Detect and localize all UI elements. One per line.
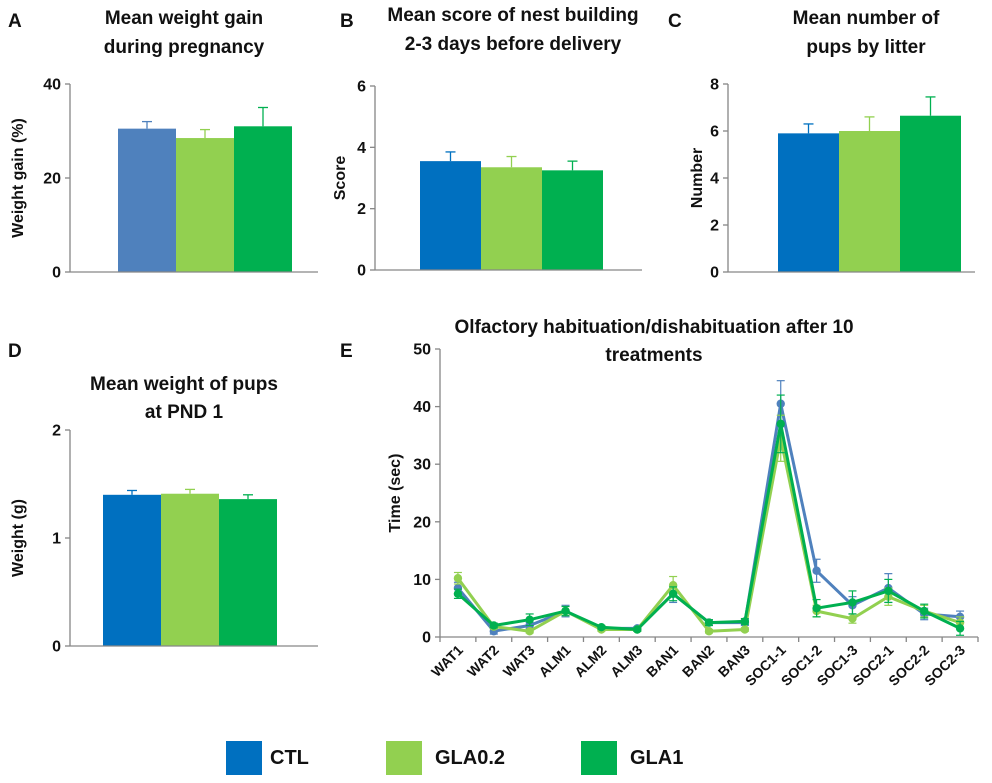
data-point-e-gla1: [884, 586, 893, 596]
panel-letter-c: C: [668, 11, 682, 32]
data-point-e-gla1: [920, 606, 929, 616]
y-tick-label-c: 0: [710, 265, 719, 282]
data-point-e-gla1: [848, 598, 857, 607]
bar-d-ctl: [103, 494, 161, 646]
y-axis-label-c: Number: [689, 148, 706, 208]
y-tick-label-a: 40: [43, 77, 61, 94]
data-point-e-gla1: [740, 617, 750, 626]
data-point-e-gla1: [489, 621, 498, 630]
bar-c-gla02: [839, 131, 900, 272]
chart-title-a-line-1: Mean weight gain: [105, 8, 263, 29]
y-tick-label-e: 20: [413, 514, 431, 531]
x-category-label-e: WAT2: [464, 642, 502, 680]
chart-title-b-line-1: Mean score of nest building: [387, 5, 638, 26]
bar-b-gla1: [542, 170, 603, 270]
x-category-label-e: WAT3: [500, 642, 538, 680]
chart-title-b-line-2: 2-3 days before delivery: [405, 34, 622, 55]
y-tick-label-e: 30: [413, 457, 431, 474]
y-tick-label-a: 0: [52, 265, 61, 282]
chart-title-c-line-1: Mean number of: [793, 8, 940, 29]
y-tick-label-c: 6: [710, 124, 719, 141]
legend-label-ctl: CTL: [270, 747, 309, 769]
chart-title-d-line-2: at PND 1: [145, 402, 224, 423]
x-category-label-e: BAN2: [679, 642, 717, 680]
data-point-e-gla1: [704, 618, 714, 627]
data-point-e-ctl: [812, 566, 821, 575]
data-point-e-gla1: [668, 589, 678, 598]
bar-a-gla1: [234, 126, 292, 272]
y-tick-label-e: 0: [422, 630, 431, 647]
bar-a-gla02: [176, 138, 234, 272]
y-tick-label-b: 0: [357, 263, 366, 280]
chart-title-e-line-2: treatments: [605, 345, 702, 366]
bar-d-gla1: [219, 499, 277, 646]
y-tick-label-d: 1: [52, 531, 61, 548]
chart-panel-a: Mean weight gain during pregnancy Weight g…: [10, 8, 318, 282]
chart-title-a-line-2: during pregnancy: [104, 37, 265, 58]
legend-swatch-gla1: [581, 741, 617, 775]
y-tick-label-c: 4: [710, 171, 719, 188]
chart-panel-e: Olfactory habituation/dishabituation aft…: [387, 317, 979, 689]
data-point-e-gla02: [848, 614, 857, 623]
panel-letter-b: B: [340, 11, 354, 32]
y-tick-label-c: 8: [710, 77, 719, 94]
x-category-label-e: SOC2-3: [921, 642, 968, 689]
data-point-e-gla1: [776, 419, 785, 429]
bar-c-gla1: [900, 115, 961, 272]
legend: CTL GLA0.2 GLA1: [226, 741, 683, 775]
chart-title-e-line-1: Olfactory habituation/dishabituation aft…: [454, 317, 853, 338]
chart-panel-d: Mean weight of pups at PND 1 Weight (g) 0 1 2: [10, 374, 318, 656]
chart-panel-b: Mean score of nest building 2-3 days befo…: [332, 5, 642, 280]
y-tick-label-b: 6: [357, 79, 366, 96]
y-tick-label-d: 2: [52, 423, 61, 440]
y-tick-label-e: 50: [413, 342, 431, 359]
panel-letter-e: E: [340, 341, 353, 362]
data-point-e-gla1: [561, 606, 570, 616]
data-point-e-gla02: [704, 627, 714, 636]
panel-letter-a: A: [8, 11, 22, 32]
panel-letter-d: D: [8, 341, 22, 362]
data-point-e-gla1: [812, 604, 821, 613]
y-axis-label-e: Time (sec): [387, 454, 404, 533]
chart-title-d-line-1: Mean weight of pups: [90, 374, 278, 395]
legend-swatch-ctl: [226, 741, 262, 775]
data-point-e-gla02: [740, 625, 750, 634]
x-category-label-e: ALM1: [535, 642, 573, 680]
data-point-e-gla1: [633, 625, 642, 634]
x-category-label-e: BAN1: [643, 642, 681, 680]
y-axis-label-a: Weight gain (%): [10, 118, 27, 238]
data-point-e-gla02: [453, 574, 463, 583]
x-category-label-e: ALM3: [607, 642, 645, 680]
legend-swatch-gla02: [386, 741, 422, 775]
legend-label-gla02: GLA0.2: [435, 747, 505, 769]
data-point-e-ctl: [453, 583, 463, 593]
y-tick-label-a: 20: [43, 171, 61, 188]
x-category-label-e: ALM2: [571, 642, 609, 680]
y-axis-label-d: Weight (g): [10, 499, 27, 577]
bar-b-gla02: [481, 167, 542, 270]
bar-b-ctl: [420, 161, 481, 270]
chart-title-c-line-2: pups by litter: [806, 37, 926, 58]
bar-d-gla02: [161, 493, 219, 646]
y-tick-label-e: 40: [413, 399, 431, 416]
data-point-e-gla1: [453, 589, 463, 598]
data-point-e-gla02: [525, 627, 534, 636]
data-point-e-gla1: [525, 615, 534, 624]
y-tick-label-c: 2: [710, 218, 719, 235]
y-tick-label-b: 2: [357, 201, 366, 218]
data-point-e-gla1: [597, 623, 606, 632]
chart-panel-c: Mean number of pups by litter Number 0 2 4 6 8: [689, 8, 975, 282]
x-category-label-e: WAT1: [428, 642, 466, 680]
y-tick-label-d: 0: [52, 639, 61, 656]
bar-c-ctl: [778, 133, 839, 272]
bar-a-ctl: [118, 128, 176, 272]
legend-label-gla1: GLA1: [630, 747, 683, 769]
data-point-e-gla1: [955, 624, 965, 633]
y-axis-label-b: Score: [332, 156, 349, 201]
y-tick-label-b: 4: [357, 140, 366, 157]
y-tick-label-e: 10: [413, 572, 431, 589]
